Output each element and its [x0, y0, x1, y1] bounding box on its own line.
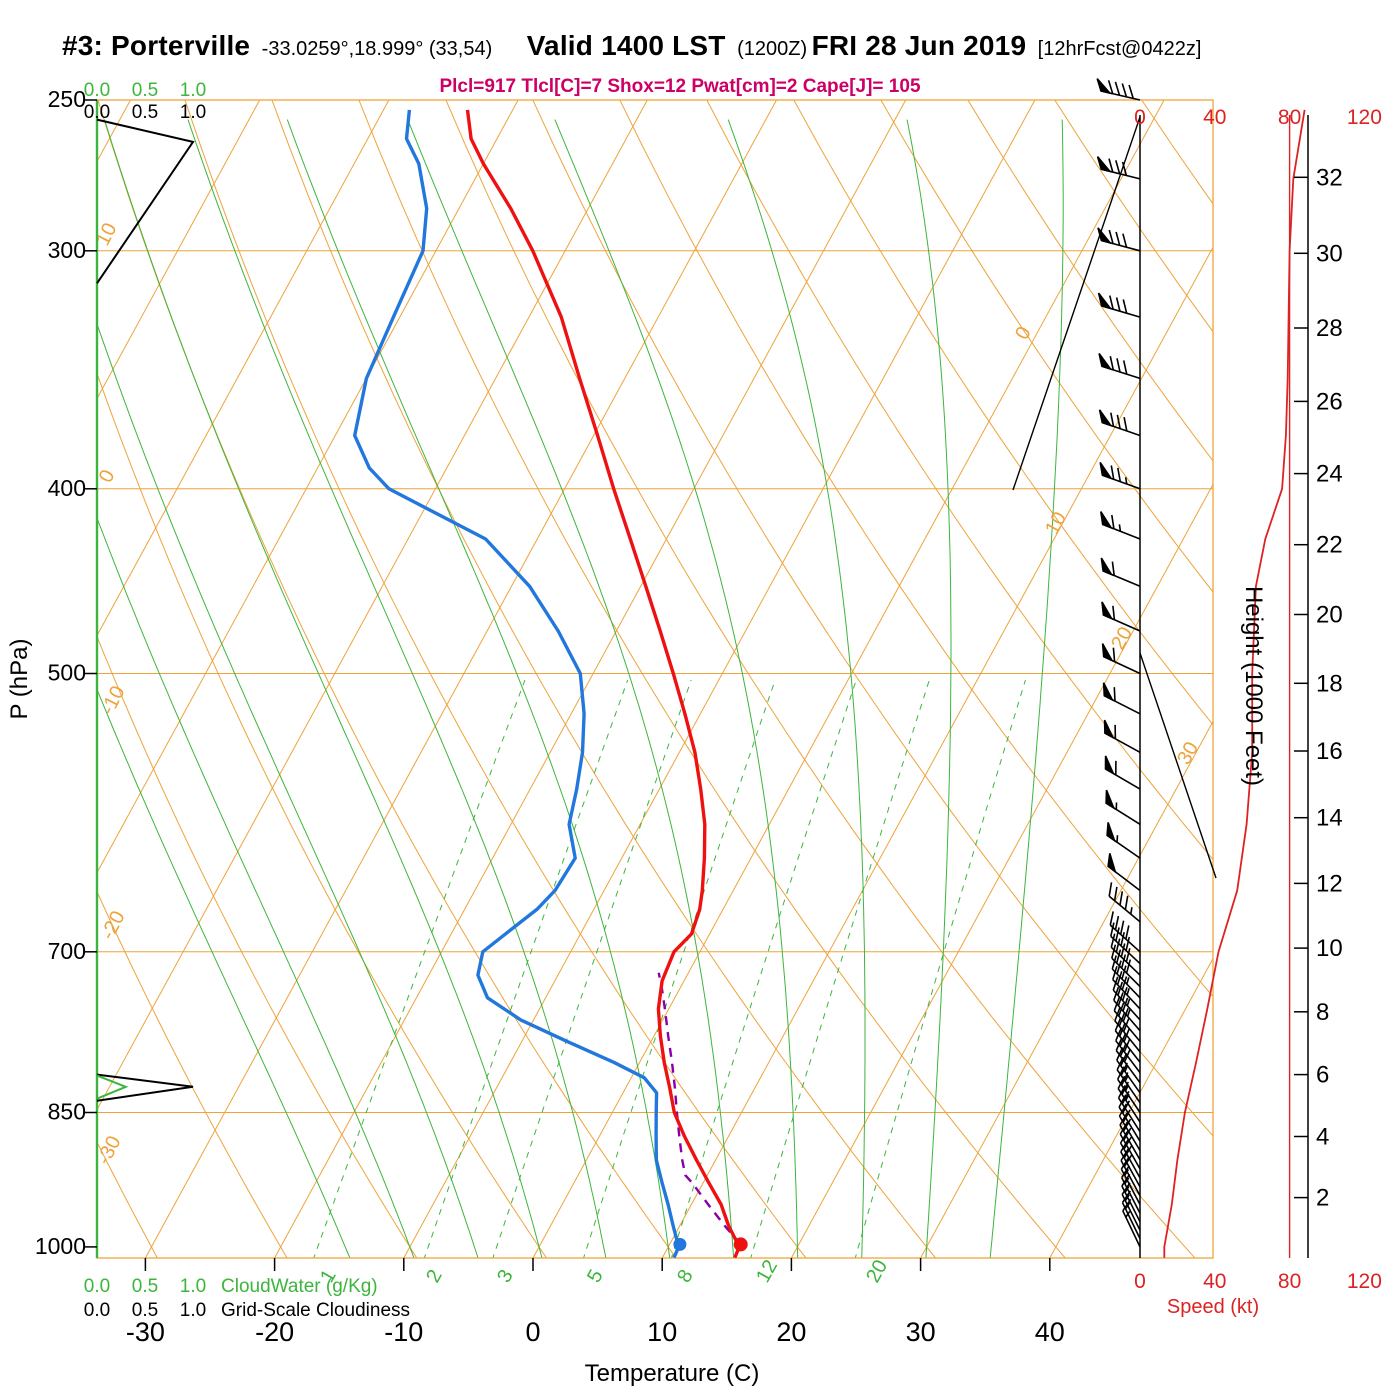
height-tick-label: 10	[1316, 935, 1343, 962]
height-tick-label: 22	[1316, 532, 1343, 559]
valid-time: Valid 1400 LST	[526, 30, 726, 61]
valid-date: FRI 28 Jun 2019	[811, 30, 1027, 61]
temperature-tick-label: -30	[126, 1317, 165, 1347]
forecast-tag: [12hrFcst@0422z]	[1037, 38, 1202, 60]
cloudwater-scale-bottom: 1.0	[180, 1276, 206, 1297]
title-bar: #3: Porterville -33.0259°,18.999° (33,54…	[62, 30, 1201, 62]
pressure-tick-label: 250	[48, 86, 86, 112]
speed-profile-line	[1163, 109, 1306, 1258]
height-reference-line	[1012, 116, 1141, 491]
speed-tick-top: 80	[1278, 106, 1301, 129]
speed-tick-bottom: 120	[1347, 1270, 1382, 1293]
temperature-tick-label: -20	[255, 1317, 294, 1347]
height-reference-line	[1139, 652, 1217, 879]
mixing-ratio-label: 12	[752, 1256, 782, 1286]
cloudiness-scale-bottom: 0.0	[84, 1300, 110, 1321]
temperature-tick-label: -10	[384, 1317, 423, 1347]
pressure-tick-label: 850	[48, 1098, 86, 1124]
mixing-ratio-label: 8	[673, 1266, 698, 1286]
speed-tick-top: 0	[1134, 106, 1146, 129]
dry-adiabat-label: 0	[95, 466, 120, 486]
cloudiness-scale-bottom: 1.0	[180, 1300, 206, 1321]
isotherm-label: 0	[1011, 323, 1036, 343]
speed-axis-title: Speed (kt)	[1167, 1296, 1259, 1318]
wind-barbs	[1096, 78, 1141, 1248]
height-tick-label: 24	[1316, 461, 1343, 488]
cloudiness-scale-top: 0.5	[132, 102, 158, 123]
mixing-ratio-lines	[313, 679, 1026, 1258]
speed-tick-bottom: 80	[1278, 1270, 1301, 1293]
cloudwater-scale-top: 0.0	[84, 80, 110, 101]
height-tick-label: 16	[1316, 738, 1343, 765]
speed-tick-top: 120	[1347, 106, 1382, 129]
surface-dewpoint-dot	[673, 1237, 687, 1251]
parcel-path-line	[657, 972, 742, 1246]
mixing-ratio-label: 20	[862, 1256, 892, 1286]
cloudwater-axis-title: CloudWater (g/Kg)	[221, 1276, 378, 1297]
station-coords: -33.0259°,18.999° (33,54)	[261, 38, 493, 60]
pressure-tick-label: 500	[48, 659, 86, 685]
height-tick-label: 20	[1316, 602, 1343, 629]
height-tick-label: 14	[1316, 805, 1343, 832]
height-tick-label: 28	[1316, 315, 1343, 342]
height-tick-label: 8	[1316, 999, 1329, 1026]
mixing-ratio-label: 3	[493, 1266, 518, 1286]
speed-axis-labels: 0 0 40 40 80 80 120 120 Speed (kt)	[1134, 106, 1382, 1318]
height-tick-label: 4	[1316, 1124, 1329, 1151]
speed-tick-top: 40	[1203, 106, 1226, 129]
pressure-axis-title: P (hPa)	[6, 639, 33, 720]
moist-adiabats	[97, 119, 1064, 1258]
speed-tick-bottom: 40	[1203, 1270, 1226, 1293]
height-axis-title: Height (1000 Feet)	[1240, 586, 1267, 786]
pressure-axis: 250 300 400 500 700 850 1000 P (hPa)	[6, 86, 97, 1259]
cloudiness-scale-bottom: 0.5	[132, 1300, 158, 1321]
pressure-tick-label: 1000	[35, 1233, 86, 1259]
cloud-profiles	[96, 118, 195, 1102]
params-line: Plcl=917 Tlcl[C]=7 Shox=12 Pwat[cm]=2 Ca…	[439, 76, 921, 97]
cloudwater-scale-bottom: 0.5	[132, 1276, 158, 1297]
mixing-ratio-label: 5	[583, 1266, 608, 1286]
pressure-tick-label: 400	[48, 475, 86, 501]
height-tick-label: 6	[1316, 1062, 1329, 1089]
cloud-scales: 0.0 0.5 1.0 0.0 0.5 1.0 0.0 0.5 1.0 0.0 0.5 1.0 Clou…	[84, 80, 410, 1321]
isotherm-label: 10	[1041, 508, 1071, 538]
height-tick-label: 32	[1316, 164, 1343, 191]
temperature-tick-label: 10	[647, 1317, 677, 1347]
temperature-axis: -30 -20 -10 0 10 20 30 40 Temperature (C)	[126, 1258, 1065, 1387]
height-tick-label: 2	[1316, 1185, 1329, 1212]
sounding-profiles	[353, 109, 748, 1258]
height-tick-label: 12	[1316, 870, 1343, 897]
mixing-ratio-label: 2	[422, 1266, 447, 1286]
dewpoint-line	[353, 109, 681, 1258]
height-tick-label: 18	[1316, 670, 1343, 697]
temperature-tick-label: 0	[525, 1317, 540, 1347]
cloudwater-scale-bottom: 0.0	[84, 1276, 110, 1297]
cloudiness-axis-title: Grid-Scale Cloudiness	[221, 1300, 410, 1321]
temperature-tick-label: 30	[906, 1317, 936, 1347]
height-tick-label: 30	[1316, 240, 1343, 267]
skewt-grid-orange	[97, 100, 1213, 1258]
temperature-axis-title: Temperature (C)	[585, 1360, 760, 1387]
dry-adiabat-label: -20	[97, 908, 130, 944]
temperature-line	[465, 109, 741, 1258]
cloudiness-scale-top: 1.0	[180, 102, 206, 123]
pressure-tick-label: 700	[48, 938, 86, 964]
station-title: #3: Porterville	[62, 30, 251, 61]
cloudwater-scale-top: 0.5	[132, 80, 158, 101]
pressure-tick-label: 300	[48, 237, 86, 263]
surface-temp-dot	[733, 1237, 748, 1252]
temperature-tick-label: 40	[1035, 1317, 1065, 1347]
dry-adiabat-label: -10	[97, 683, 130, 719]
cloudwater-scale-top: 1.0	[180, 80, 206, 101]
speed-tick-bottom: 0	[1134, 1270, 1146, 1293]
cloudiness-scale-top: 0.0	[84, 102, 110, 123]
temperature-tick-label: 20	[776, 1317, 806, 1347]
height-tick-label: 26	[1316, 388, 1343, 415]
valid-zulu: (1200Z)	[737, 38, 808, 60]
